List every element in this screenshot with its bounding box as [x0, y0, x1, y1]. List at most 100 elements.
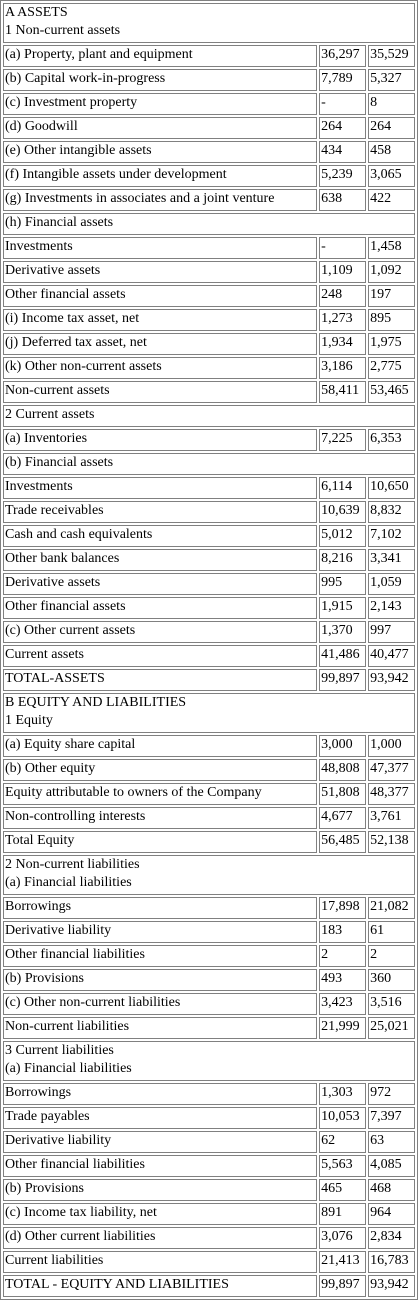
row-label: Trade receivables: [3, 501, 318, 523]
row-label: Other financial assets: [3, 285, 318, 307]
table-row: (f) Intangible assets under development 5…: [3, 165, 415, 187]
table-row: (b) Provisions 493 360: [3, 969, 415, 991]
value-col-2: 3,341: [368, 549, 415, 571]
value-col-1: 58,411: [319, 381, 367, 403]
value-col-2: 895: [368, 309, 415, 331]
section-header-line: 1 Non-current assets: [5, 23, 121, 38]
value-col-1: 36,297: [319, 45, 367, 67]
row-label: (a) Inventories: [3, 429, 318, 451]
value-col-1: 62: [319, 1131, 367, 1153]
table-row: (b) Provisions 465 468: [3, 1179, 415, 1201]
value-col-1: 10,639: [319, 501, 367, 523]
value-col-1: 7,789: [319, 69, 367, 91]
row-label: Other financial assets: [3, 597, 318, 619]
value-col-2: 2: [368, 945, 415, 967]
value-col-1: 891: [319, 1203, 367, 1225]
row-label: (d) Goodwill: [3, 117, 318, 139]
row-label: (c) Income tax liability, net: [3, 1203, 318, 1225]
value-col-2: 264: [368, 117, 415, 139]
row-label: Derivative liability: [3, 921, 318, 943]
balance-sheet-body: A ASSETS 1 Non-current assets (a) Property…: [3, 3, 415, 1297]
section-header: (h) Financial assets: [3, 213, 415, 235]
row-label: (f) Intangible assets under development: [3, 165, 318, 187]
table-row: Non-current liabilities 21,999 25,021: [3, 1017, 415, 1039]
table-row: Derivative assets 1,109 1,092: [3, 261, 415, 283]
value-col-2: 1,092: [368, 261, 415, 283]
value-col-1: 1,303: [319, 1083, 367, 1105]
value-col-1: 3,186: [319, 357, 367, 379]
row-label: (c) Other non-current liabilities: [3, 993, 318, 1015]
row-label: Trade payables: [3, 1107, 318, 1129]
value-col-2: 47,377: [368, 759, 415, 781]
section-header: (b) Financial assets: [3, 453, 415, 475]
value-col-1: 1,370: [319, 621, 367, 643]
value-col-2: 964: [368, 1203, 415, 1225]
section-header-row: 2 Non-current liabilities (a) Financial l…: [3, 855, 415, 895]
value-col-2: 16,783: [368, 1251, 415, 1273]
value-col-2: 422: [368, 189, 415, 211]
value-col-2: 4,085: [368, 1155, 415, 1177]
table-row: (c) Other non-current liabilities 3,423 3,…: [3, 993, 415, 1015]
value-col-2: 2,775: [368, 357, 415, 379]
value-col-1: 1,109: [319, 261, 367, 283]
row-label: (c) Investment property: [3, 93, 318, 115]
row-label: Current liabilities: [3, 1251, 318, 1273]
row-label: Derivative assets: [3, 261, 318, 283]
table-row: Non-current assets 58,411 53,465: [3, 381, 415, 403]
table-row: (e) Other intangible assets 434 458: [3, 141, 415, 163]
table-row: Other bank balances 8,216 3,341: [3, 549, 415, 571]
value-col-2: 3,065: [368, 165, 415, 187]
row-label: TOTAL - EQUITY AND LIABILITIES: [3, 1275, 318, 1297]
table-row: Investments -1,458: [3, 237, 415, 259]
row-label: (d) Other current liabilities: [3, 1227, 318, 1249]
row-label: (j) Deferred tax asset, net: [3, 333, 318, 355]
value-col-2: 40,477: [368, 645, 415, 667]
value-col-1: 465: [319, 1179, 367, 1201]
value-col-1: 493: [319, 969, 367, 991]
value-col-2: 5,327: [368, 69, 415, 91]
table-row: (j) Deferred tax asset, net 1,934 1,975: [3, 333, 415, 355]
value-col-1: 48,808: [319, 759, 367, 781]
table-row: (c) Income tax liability, net 891 964: [3, 1203, 415, 1225]
section-header: 2 Current assets: [3, 405, 415, 427]
row-label: (b) Capital work-in-progress: [3, 69, 318, 91]
section-header-row: A ASSETS 1 Non-current assets: [3, 3, 415, 43]
section-header: A ASSETS 1 Non-current assets: [3, 3, 415, 43]
row-label: (a) Property, plant and equipment: [3, 45, 318, 67]
value-col-1: 5,239: [319, 165, 367, 187]
table-row: Non-controlling interests 4,677 3,761: [3, 807, 415, 829]
value-col-1: -: [319, 93, 367, 115]
section-header-row: 3 Current liabilities (a) Financial liabi…: [3, 1041, 415, 1081]
table-row: Borrowings 17,898 21,082: [3, 897, 415, 919]
value-col-2: 35,529: [368, 45, 415, 67]
value-col-1: 434: [319, 141, 367, 163]
row-label: (b) Provisions: [3, 969, 318, 991]
section-header-row: (b) Financial assets: [3, 453, 415, 475]
table-row: Other financial assets 1,915 2,143: [3, 597, 415, 619]
section-header-line: A ASSETS: [5, 5, 68, 20]
value-col-2: 63: [368, 1131, 415, 1153]
value-col-2: 3,761: [368, 807, 415, 829]
value-col-1: 2: [319, 945, 367, 967]
section-header: 3 Current liabilities (a) Financial liabi…: [3, 1041, 415, 1081]
value-col-2: 468: [368, 1179, 415, 1201]
table-row: (i) Income tax asset, net 1,273 895: [3, 309, 415, 331]
value-col-1: 3,076: [319, 1227, 367, 1249]
row-label: Other bank balances: [3, 549, 318, 571]
section-header-line: B EQUITY AND LIABILITIES: [5, 695, 187, 710]
table-row: (k) Other non-current assets 3,186 2,775: [3, 357, 415, 379]
table-row: TOTAL - EQUITY AND LIABILITIES 99,897 93,9…: [3, 1275, 415, 1297]
table-row: (c) Other current assets 1,370 997: [3, 621, 415, 643]
table-row: (a) Property, plant and equipment 36,297 3…: [3, 45, 415, 67]
value-col-1: 99,897: [319, 1275, 367, 1297]
value-col-2: 8,832: [368, 501, 415, 523]
section-header-row: B EQUITY AND LIABILITIES 1 Equity: [3, 693, 415, 733]
value-col-1: 5,012: [319, 525, 367, 547]
value-col-1: -: [319, 237, 367, 259]
row-label: Borrowings: [3, 1083, 318, 1105]
table-row: Derivative liability 62 63: [3, 1131, 415, 1153]
table-row: (c) Investment property -8: [3, 93, 415, 115]
value-col-2: 1,458: [368, 237, 415, 259]
section-header-line: 2 Current assets: [5, 407, 95, 422]
table-row: Trade receivables 10,639 8,832: [3, 501, 415, 523]
